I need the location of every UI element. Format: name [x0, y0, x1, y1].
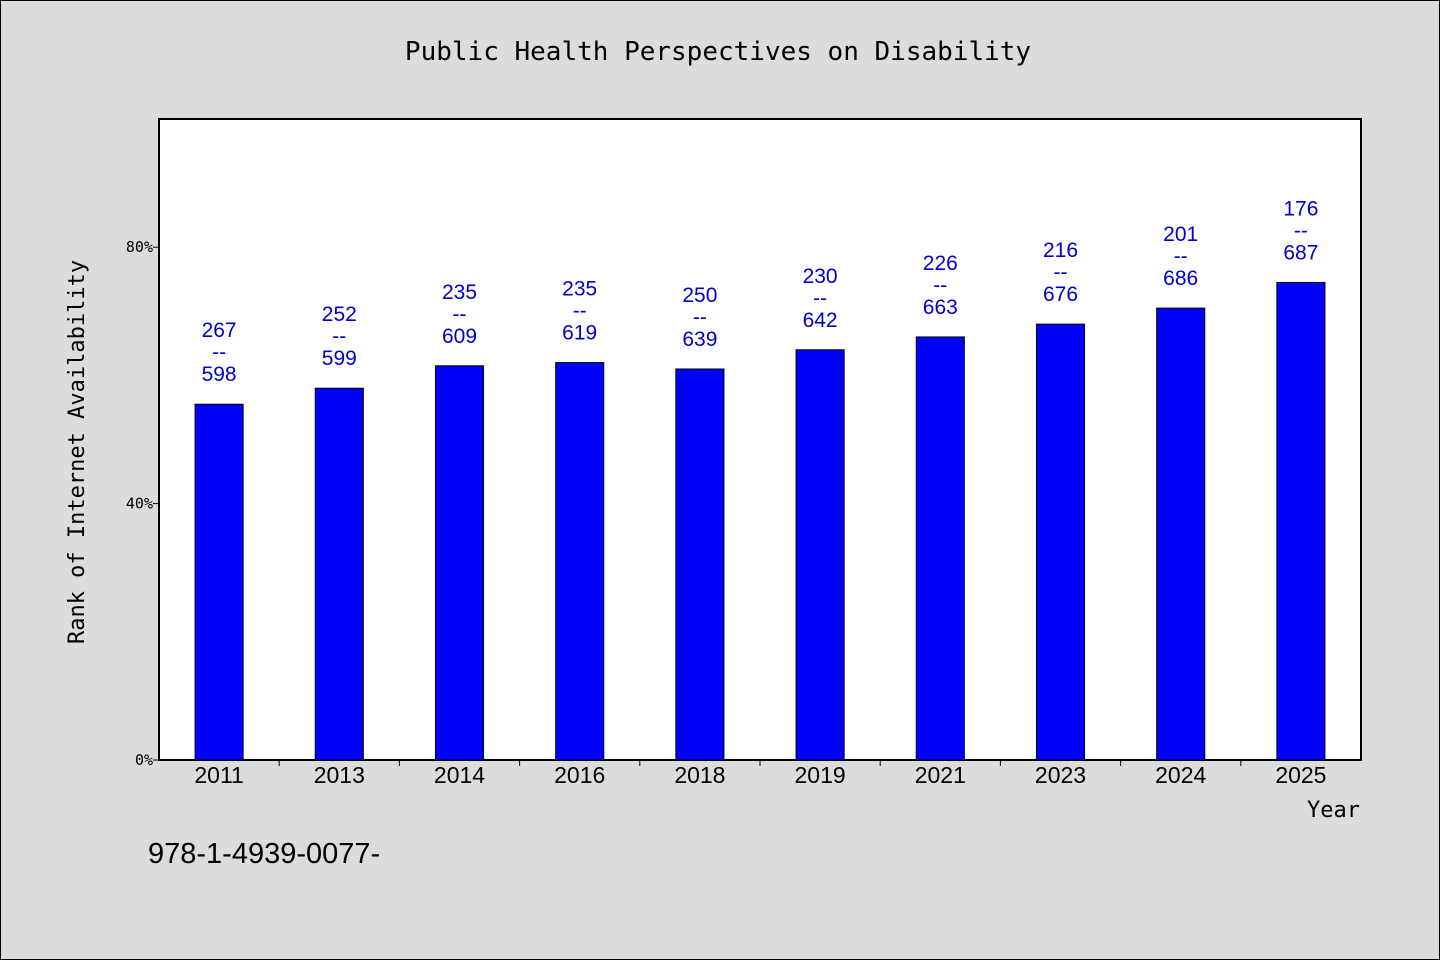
x-tick-label: 2023: [1035, 762, 1086, 788]
y-tick-label: 0%: [135, 751, 153, 769]
x-axis-label: Year: [1307, 798, 1360, 823]
bar: [675, 368, 725, 761]
data-label: --: [1174, 245, 1188, 268]
data-label: 176: [1283, 197, 1318, 220]
data-label: --: [1294, 219, 1308, 242]
data-label: 250: [682, 284, 717, 307]
data-label: 216: [1043, 239, 1078, 262]
x-tick-label: 2014: [434, 762, 485, 788]
data-label: 598: [202, 363, 237, 386]
chart-title: Public Health Perspectives on Disability: [405, 37, 1031, 67]
data-label: 230: [803, 265, 838, 288]
bar: [915, 336, 965, 761]
bars: [194, 281, 1326, 761]
bar: [1035, 323, 1086, 761]
y-tick-label: 40%: [126, 495, 153, 513]
x-tick-labels: 2011 2013 2014 2016 2018 2019 2021 2023 2024 2025: [194, 762, 1326, 788]
data-label: --: [933, 274, 947, 297]
data-label: 676: [1043, 283, 1078, 306]
x-tick-label: 2011: [194, 762, 243, 788]
data-label: 642: [803, 309, 838, 332]
data-label: 235: [442, 281, 477, 304]
y-tick-labels: 0% 40% 80%: [126, 238, 153, 769]
y-tick-label: 80%: [126, 238, 153, 256]
x-tick-label: 2016: [554, 762, 605, 788]
data-label: 201: [1163, 223, 1198, 246]
x-tick-label: 2024: [1155, 762, 1206, 788]
data-label: --: [453, 303, 467, 326]
y-axis-label: Rank of Internet Availability: [65, 260, 90, 644]
data-label: 663: [923, 296, 958, 319]
data-label: --: [212, 341, 226, 364]
bar: [1276, 281, 1326, 761]
data-label: 639: [682, 328, 717, 351]
x-tick-label: 2025: [1275, 762, 1326, 788]
data-label: --: [332, 325, 346, 348]
data-label: 252: [322, 303, 357, 326]
data-label: 687: [1283, 241, 1318, 264]
data-label: --: [693, 306, 707, 329]
x-tick-label: 2019: [795, 762, 846, 788]
x-tick-label: 2018: [674, 762, 725, 788]
bar: [434, 365, 485, 761]
x-tick-label: 2021: [915, 762, 966, 788]
data-label: 267: [202, 319, 237, 342]
axis-ticks: [153, 246, 1242, 766]
data-label: --: [573, 300, 587, 323]
data-label: 609: [442, 325, 477, 348]
data-label: 235: [562, 278, 597, 301]
data-label: --: [1054, 261, 1068, 284]
data-label: 599: [322, 347, 357, 370]
bar: [194, 403, 244, 761]
bar: [314, 387, 364, 761]
footnote-isbn: 978-1-4939-0077-: [148, 838, 380, 870]
bar: [1156, 307, 1206, 761]
data-label: 686: [1163, 267, 1198, 290]
data-labels: 267--598252--599235--609235--619250--639…: [202, 197, 1319, 386]
data-label: 619: [562, 322, 597, 345]
bar: [795, 349, 845, 761]
bar: [555, 362, 605, 761]
data-label: 226: [923, 252, 958, 275]
x-tick-label: 2013: [314, 762, 365, 788]
data-label: --: [813, 287, 827, 310]
